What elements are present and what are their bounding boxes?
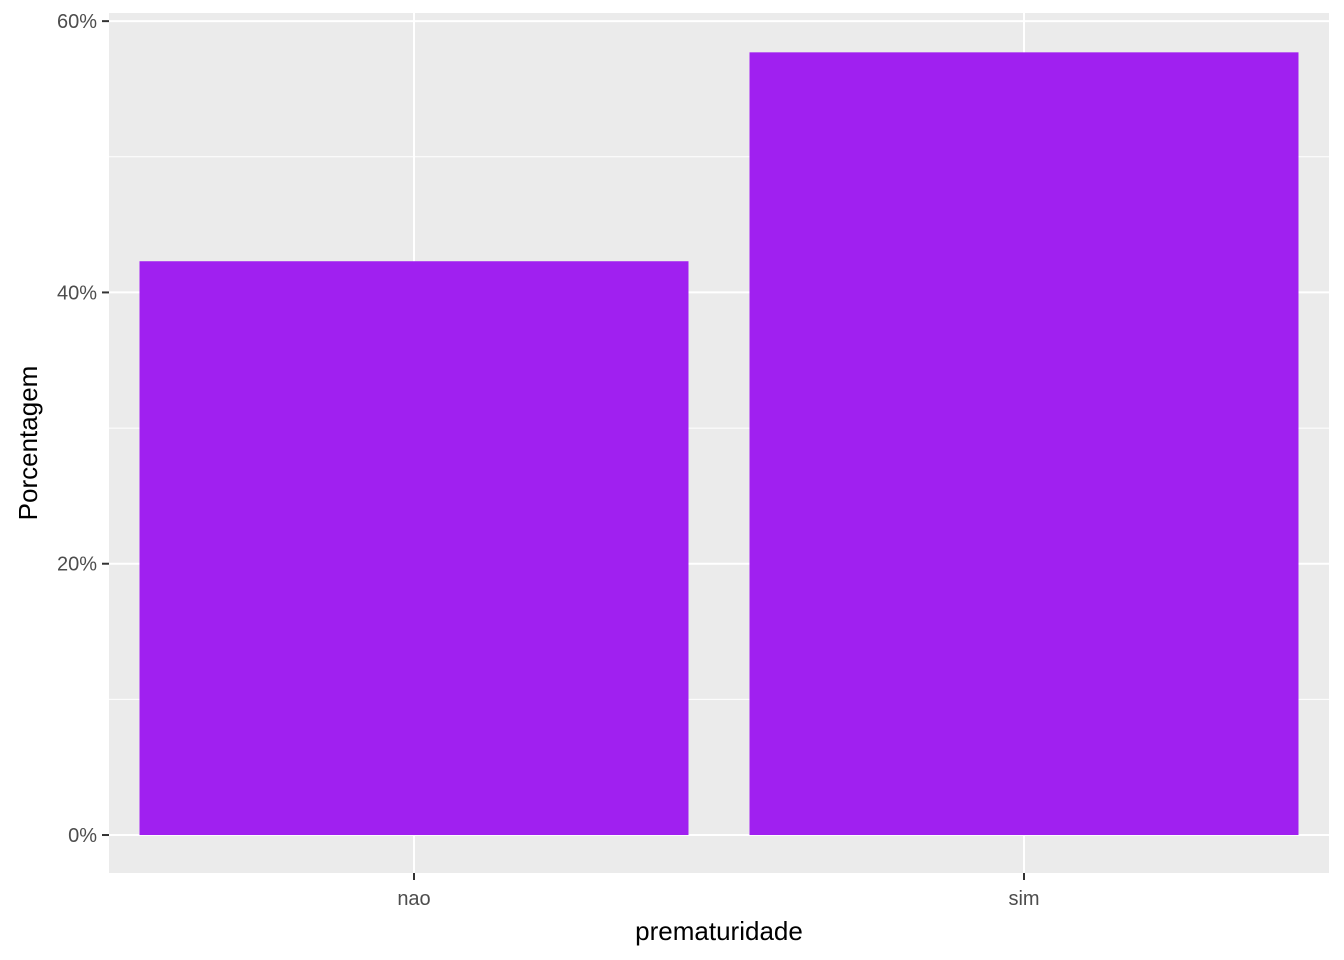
x-axis-title: prematuridade bbox=[635, 916, 803, 946]
y-tick-label: 20% bbox=[57, 554, 97, 576]
bar-nao bbox=[139, 261, 689, 836]
y-tick-label: 0% bbox=[68, 825, 97, 847]
x-tick-label: sim bbox=[1008, 888, 1039, 910]
bars bbox=[139, 52, 1299, 836]
x-axis: nao sim bbox=[397, 873, 1040, 910]
bar-sim bbox=[749, 52, 1299, 836]
x-tick-label: nao bbox=[397, 888, 430, 910]
y-tick-label: 60% bbox=[57, 11, 97, 33]
y-axis-title: Porcentagem bbox=[13, 366, 43, 521]
y-tick-label: 40% bbox=[57, 282, 97, 304]
y-axis: 0% 20% 40% 60% bbox=[57, 11, 109, 847]
